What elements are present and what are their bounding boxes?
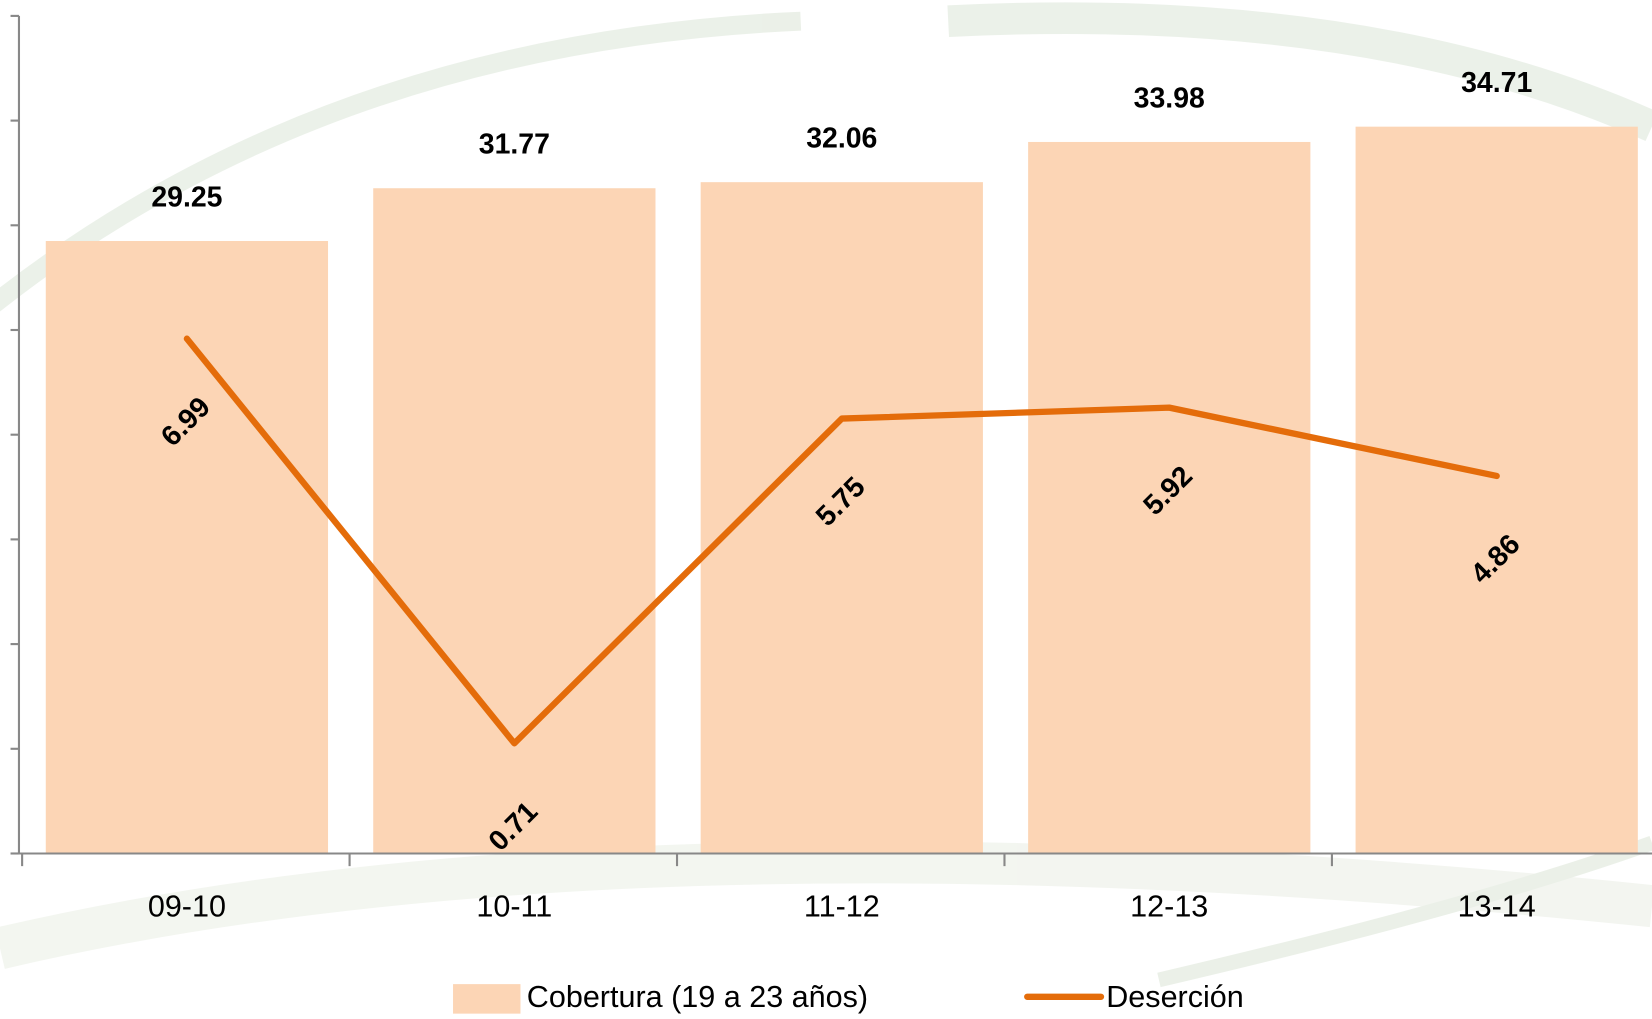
x-tick-label: 13-14 bbox=[1458, 889, 1536, 923]
data-label: 32.06 bbox=[806, 123, 877, 155]
legend-label: Cobertura (19 a 23 años) bbox=[527, 980, 868, 1014]
data-label: 29.25 bbox=[151, 181, 222, 213]
x-tick-label: 10-11 bbox=[476, 889, 552, 923]
bar bbox=[373, 188, 656, 854]
plot: 29.25 31.77 32.06 33.98 34.71 09-10 10-11 11-12… bbox=[10, 14, 1652, 923]
bar bbox=[45, 241, 329, 854]
x-tick-label: 12-13 bbox=[1130, 889, 1208, 923]
x-tick-label: 09-10 bbox=[148, 889, 226, 923]
data-label: 33.98 bbox=[1134, 82, 1205, 114]
legend-swatch bbox=[453, 984, 521, 1014]
data-label: 31.77 bbox=[479, 129, 550, 161]
legend-label: Deserción bbox=[1106, 980, 1244, 1014]
x-tick-label: 11-12 bbox=[804, 889, 880, 923]
bar bbox=[1028, 141, 1311, 854]
line bbox=[183, 335, 1500, 747]
bar bbox=[700, 182, 983, 854]
data-label: 34.71 bbox=[1461, 67, 1532, 99]
bar bbox=[1355, 126, 1638, 854]
